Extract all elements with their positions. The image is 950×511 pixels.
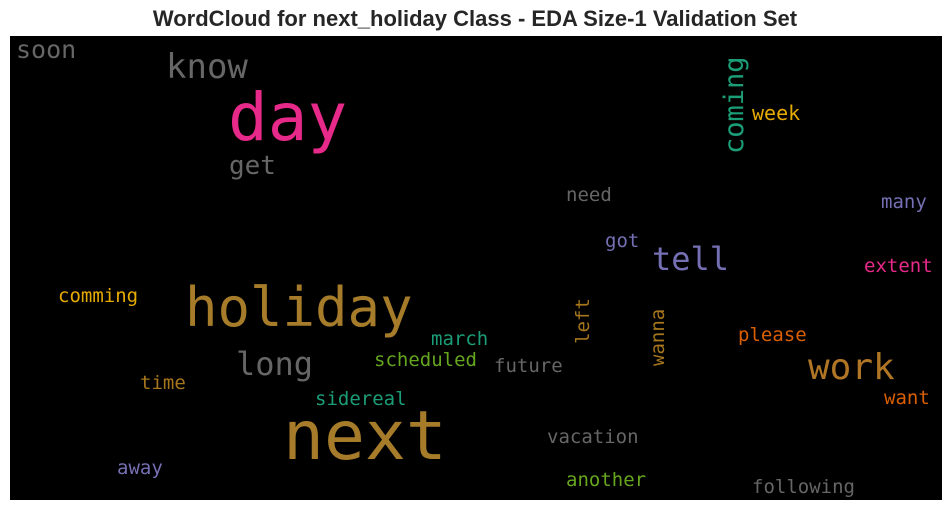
word-day: day: [228, 79, 347, 156]
word-another: another: [566, 469, 646, 491]
word-many: many: [881, 191, 927, 213]
word-left: left: [572, 298, 594, 344]
word-comming: comming: [58, 285, 138, 307]
word-march: march: [431, 328, 488, 350]
word-future: future: [494, 355, 563, 377]
word-need: need: [566, 184, 612, 206]
word-tell: tell: [652, 240, 729, 278]
word-know: know: [166, 47, 248, 87]
word-long: long: [236, 345, 313, 383]
chart-title: WordCloud for next_holiday Class - EDA S…: [152, 6, 798, 31]
word-want: want: [884, 387, 930, 409]
word-coming: coming: [719, 56, 750, 154]
word-got: got: [605, 230, 639, 252]
word-week: week: [752, 101, 800, 125]
word-time: time: [140, 372, 186, 394]
word-get: get: [229, 151, 276, 181]
wordcloud-svg: next holiday day work know tell long coming soon…: [16, 36, 933, 498]
word-work: work: [808, 347, 895, 388]
word-extent: extent: [864, 255, 933, 277]
word-please: please: [738, 324, 807, 346]
word-scheduled: scheduled: [374, 349, 477, 371]
word-holiday: holiday: [185, 276, 413, 339]
wordcloud-canvas: next holiday day work know tell long coming soon…: [10, 36, 942, 500]
word-vacation: vacation: [547, 426, 639, 448]
word-next: next: [283, 397, 447, 476]
word-soon: soon: [16, 36, 76, 64]
word-wanna: wanna: [647, 309, 669, 366]
word-away: away: [117, 457, 163, 479]
word-following: following: [752, 476, 855, 498]
word-sidereal: sidereal: [315, 388, 407, 410]
